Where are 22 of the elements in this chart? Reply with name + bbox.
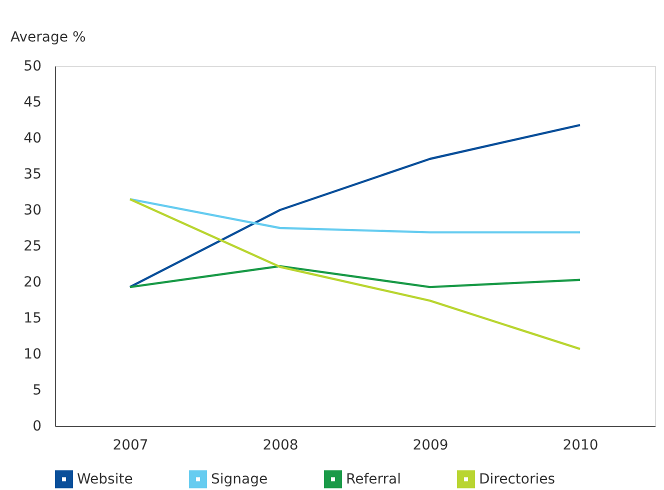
y-tick-label: 10 — [24, 346, 42, 362]
y-tick-label: 15 — [24, 310, 42, 326]
legend-label: Directories — [479, 471, 556, 488]
y-tick-label: 25 — [24, 238, 42, 254]
y-tick-label: 0 — [32, 418, 42, 434]
y-axis-title: Average % — [10, 30, 86, 46]
x-tick-label: 2010 — [562, 438, 598, 454]
x-tick-label: 2008 — [262, 438, 298, 454]
x-tick-label: 2009 — [412, 438, 448, 454]
y-tick-label: 40 — [24, 130, 42, 146]
legend-label: Website — [77, 471, 133, 488]
y-tick-label: 20 — [24, 274, 42, 290]
y-tick-label: 50 — [24, 58, 42, 74]
legend-label: Signage — [211, 471, 268, 488]
y-tick-label: 5 — [32, 382, 42, 398]
y-tick-label: 30 — [24, 202, 42, 218]
y-tick-label: 45 — [24, 94, 42, 110]
line-series — [128, 198, 582, 350]
x-tick-label: 2007 — [112, 438, 148, 454]
y-tick-label: 35 — [24, 166, 42, 182]
legend-label: Referral — [346, 471, 401, 488]
line-series — [128, 124, 582, 288]
